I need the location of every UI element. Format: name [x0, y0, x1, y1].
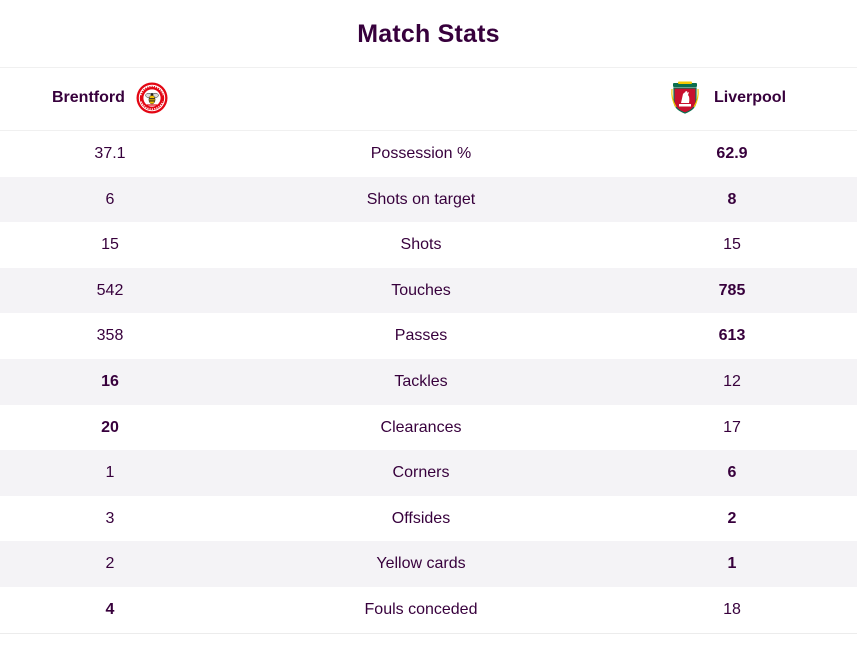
home-stat-value: 20 — [101, 418, 119, 436]
home-team-name: Brentford — [52, 89, 125, 106]
away-stat-value: 613 — [718, 327, 746, 345]
away-stat-value: 6 — [727, 464, 737, 482]
home-stat-value: 4 — [105, 600, 115, 618]
stat-label: Touches — [391, 281, 451, 299]
away-stat-value: 18 — [723, 600, 741, 618]
stat-row-tackles: 16 Tackles 12 — [0, 358, 857, 405]
home-stat-value: 15 — [101, 236, 119, 254]
stat-label: Yellow cards — [376, 555, 466, 573]
away-stat-value: 62.9 — [716, 145, 748, 162]
stat-label: Tackles — [394, 372, 448, 390]
stat-row-passes: 358 Passes 613 — [0, 313, 857, 359]
page-title: Match Stats — [0, 0, 857, 68]
away-stat-value: 2 — [727, 509, 737, 527]
home-stat-value: 16 — [101, 372, 119, 390]
away-stat-value: 1 — [727, 555, 737, 573]
home-stat-value: 358 — [96, 327, 124, 345]
away-team[interactable]: Liverpool — [670, 81, 786, 115]
stat-label: Fouls conceded — [364, 600, 478, 618]
stat-label: Corners — [392, 464, 450, 482]
away-stat-value: 15 — [723, 236, 741, 254]
home-team[interactable]: Brentford — [52, 81, 168, 115]
stat-label: Shots — [400, 236, 442, 254]
home-stat-value: 1 — [105, 464, 115, 482]
teams-header: Brentford Liverpool — [0, 67, 857, 131]
home-stat-value: 542 — [96, 281, 124, 299]
stat-label: Offsides — [391, 509, 451, 527]
away-stat-value: 785 — [718, 281, 746, 299]
stat-row-clearances: 20 Clearances 17 — [0, 405, 857, 451]
stat-row-touches: 542 Touches 785 — [0, 267, 857, 314]
stat-row-offsides: 3 Offsides 2 — [0, 496, 857, 542]
stats-table: 37.1 Possession % 62.9 6 Shots on target… — [0, 131, 857, 634]
away-team-name: Liverpool — [714, 89, 787, 106]
home-stat-value: 6 — [105, 190, 115, 208]
away-stat-value: 8 — [727, 190, 737, 208]
away-stat-value: 17 — [723, 418, 741, 436]
stat-label: Shots on target — [366, 190, 476, 208]
away-stat-value: 12 — [723, 372, 741, 390]
stat-row-shots: 15 Shots 15 — [0, 222, 857, 268]
stat-label: Clearances — [380, 418, 462, 436]
stat-row-fouls-conceded: 4 Fouls conceded 18 — [0, 587, 857, 634]
stat-row-shots-on-target: 6 Shots on target 8 — [0, 176, 857, 223]
stat-row-corners: 1 Corners 6 — [0, 450, 857, 496]
liverpool-liverbird-crest-icon — [671, 81, 699, 114]
stat-label: Possession % — [370, 145, 472, 162]
home-stat-value: 3 — [105, 509, 115, 527]
home-stat-value: 37.1 — [94, 145, 126, 162]
stat-row-yellow-cards: 2 Yellow cards 1 — [0, 541, 857, 587]
brentford-bee-crest-icon — [136, 82, 168, 114]
stat-label: Passes — [394, 327, 448, 345]
home-stat-value: 2 — [105, 555, 115, 573]
stat-row-possession: 37.1 Possession % 62.9 — [0, 131, 857, 177]
